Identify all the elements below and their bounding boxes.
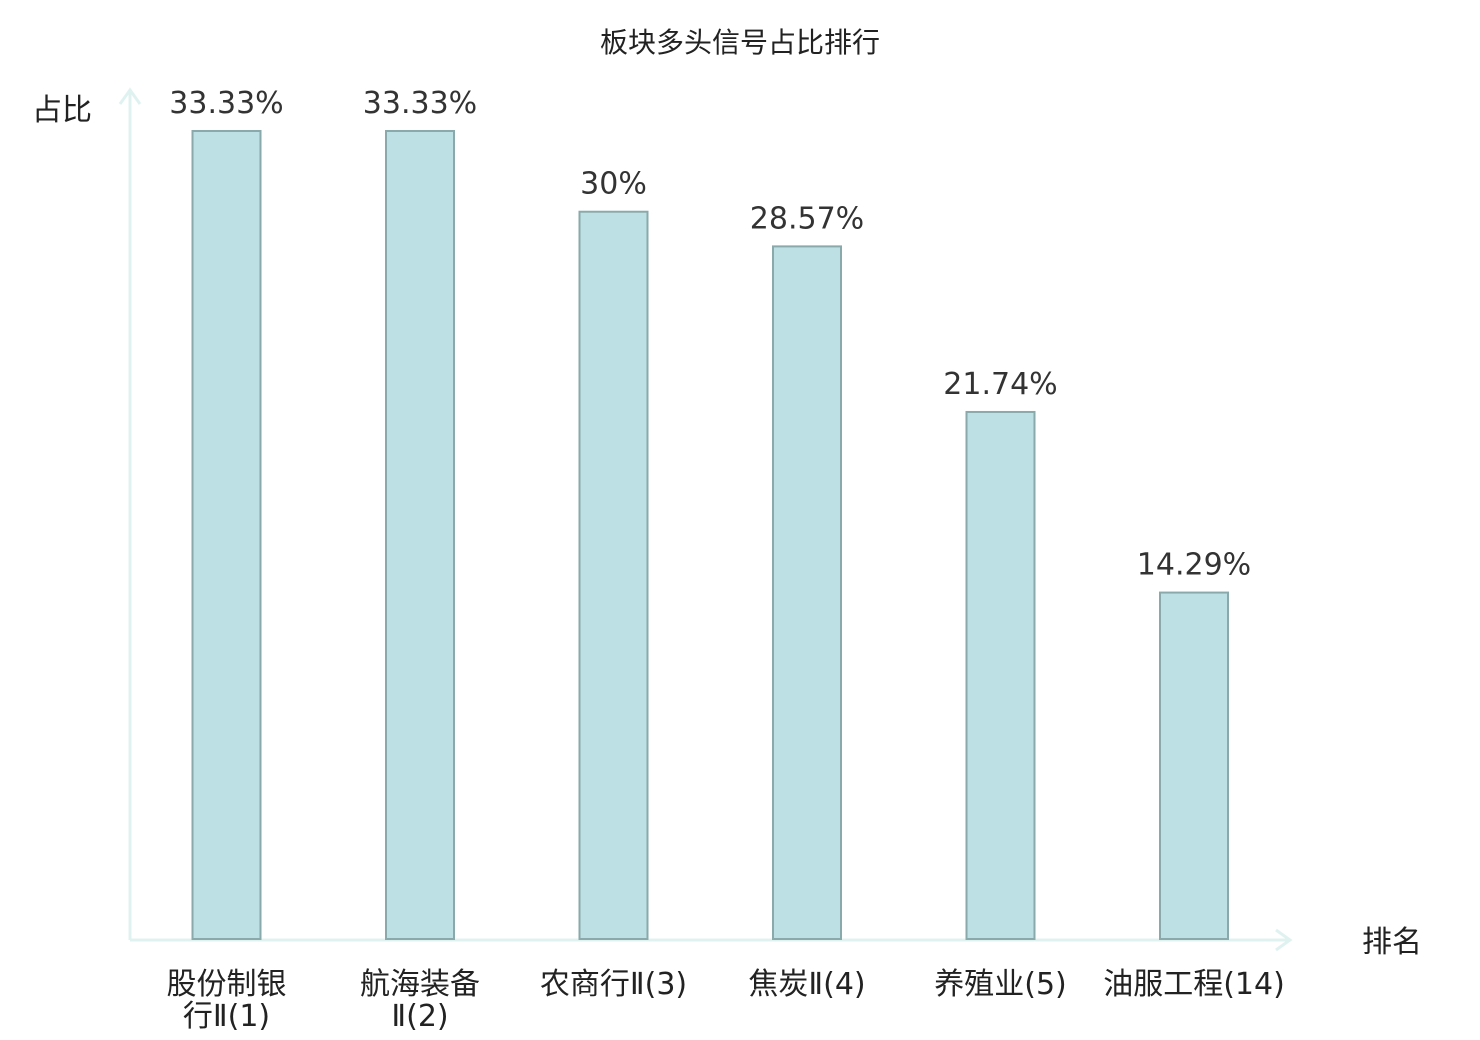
category-label-2-line-1: 航海装备: [360, 967, 480, 1002]
bar-3: [578, 210, 649, 940]
bar-5: [965, 410, 1036, 940]
bars: [191, 130, 1229, 941]
value-label-4: 28.57%: [750, 201, 864, 236]
value-label-6: 14.29%: [1137, 548, 1251, 583]
y-axis-label: 占比: [32, 93, 92, 128]
category-label-1-line-2: 行Ⅱ(1): [183, 999, 270, 1034]
category-label-5-line-1: 养殖业(5): [934, 967, 1067, 1002]
value-label-1: 33.33%: [169, 86, 283, 121]
value-label-3: 30%: [580, 167, 647, 202]
category-label-4-line-1: 焦炭Ⅱ(4): [748, 967, 865, 1002]
bar-4: [772, 245, 842, 941]
x-axis-arrow: [1275, 928, 1293, 952]
category-label-1-line-1: 股份制银: [167, 967, 287, 1002]
x-axis-label: 排名: [1362, 925, 1422, 960]
axes: [118, 87, 1293, 952]
value-label-5: 21.74%: [943, 367, 1057, 402]
y-axis-arrow: [118, 87, 142, 105]
category-label-3-line-1: 农商行Ⅱ(3): [540, 967, 687, 1002]
bar-1: [191, 130, 262, 940]
bar-2: [385, 130, 455, 940]
category-label-2-line-2: Ⅱ(2): [391, 999, 448, 1034]
value-label-2: 33.33%: [363, 86, 477, 121]
chart-title: 板块多头信号占比排行: [600, 26, 880, 59]
category-label-6-line-1: 油服工程(14): [1103, 967, 1285, 1002]
value-labels: 33.33% 33.33% 30% 28.57% 21.74% 14.29%: [169, 86, 1251, 583]
bar-6: [1159, 591, 1229, 940]
